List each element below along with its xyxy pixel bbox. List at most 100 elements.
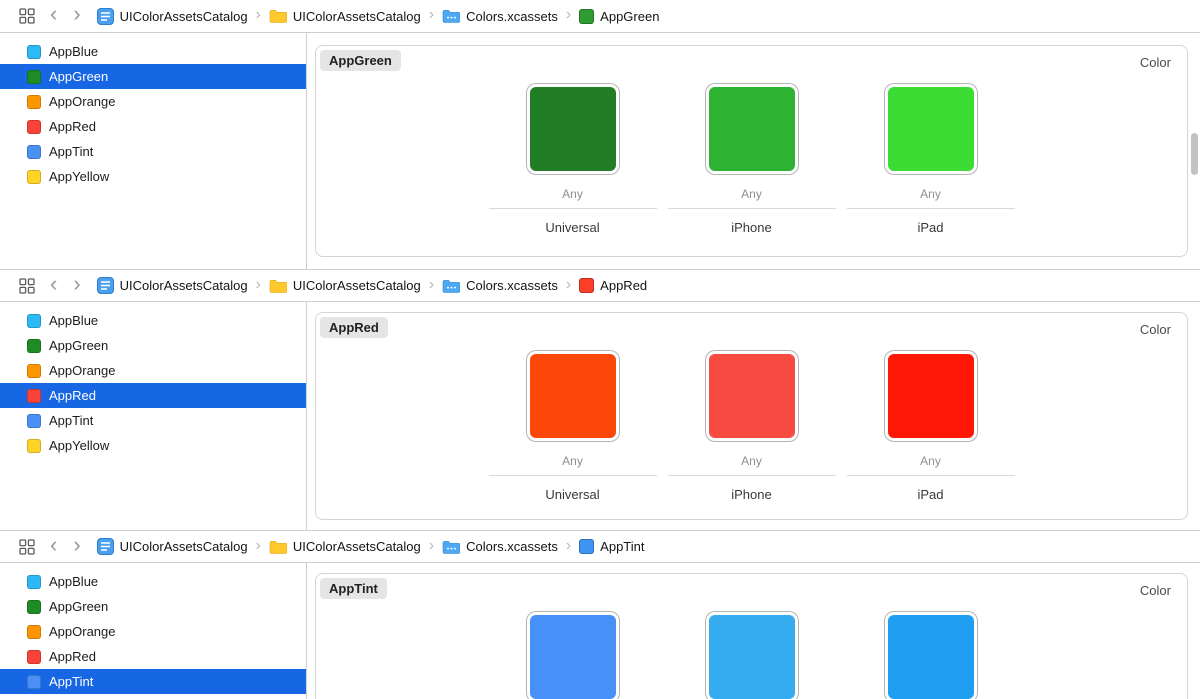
breadcrumb-label: UIColorAssetsCatalog [292, 278, 421, 293]
sidebar-item-appyellow[interactable]: AppYellow [0, 694, 306, 699]
sidebar-item-label: AppRed [49, 649, 96, 664]
breadcrumb-project[interactable]: UIColorAssetsCatalog [96, 538, 248, 555]
breadcrumb-group[interactable]: UIColorAssetsCatalog [269, 539, 421, 554]
appearance-label: Any [741, 454, 762, 468]
sidebar-item-label: AppTint [49, 413, 94, 428]
color-well[interactable] [884, 351, 977, 441]
sidebar-item-apporange[interactable]: AppOrange [0, 89, 306, 114]
sidebar-item-appred[interactable]: AppRed [0, 383, 306, 408]
breadcrumb-catalog[interactable]: Colors.xcassets [442, 539, 558, 554]
editor-split: AppBlue AppGreen AppOrange AppRed AppTin… [0, 563, 1200, 699]
breadcrumb-label: UIColorAssetsCatalog [119, 539, 248, 554]
sidebar-item-label: AppTint [49, 144, 94, 159]
sidebar-item-apptint[interactable]: AppTint [0, 669, 306, 694]
breadcrumb-asset[interactable]: AppRed [579, 278, 647, 293]
back-icon[interactable]: ‹ [50, 531, 58, 557]
swatch-cell-universal: Any Universal [488, 84, 657, 235]
device-label: iPad [917, 220, 944, 235]
divider [846, 208, 1015, 209]
color-well[interactable] [884, 84, 977, 174]
sidebar-item-appgreen[interactable]: AppGreen [0, 594, 306, 619]
device-label: iPad [917, 487, 944, 502]
breadcrumb-label: UIColorAssetsCatalog [119, 8, 248, 24]
color-swatch-icon [27, 438, 41, 453]
breadcrumb-label: UIColorAssetsCatalog [292, 539, 421, 554]
breadcrumb-label: AppRed [600, 278, 648, 293]
breadcrumb-project[interactable]: UIColorAssetsCatalog [96, 7, 248, 25]
color-swatch-icon [27, 69, 41, 84]
breadcrumb-label: UIColorAssetsCatalog [119, 278, 248, 293]
color-swatch-icon [27, 119, 41, 134]
breadcrumb-project[interactable]: UIColorAssetsCatalog [96, 277, 248, 294]
appearance-label: Any [920, 187, 941, 201]
color-swatch-icon [27, 599, 41, 614]
editor-pane-apptint: ‹ › UIColorAssetsCatalog › UIColorAssets… [0, 530, 1200, 699]
color-well[interactable] [705, 84, 798, 174]
sidebar-item-label: AppRed [49, 119, 96, 134]
forward-icon[interactable]: › [73, 270, 81, 296]
divider [667, 475, 836, 476]
related-items-icon[interactable] [19, 538, 35, 555]
swatch-cell-iphone: Any iPhone [667, 351, 836, 502]
device-label: iPhone [731, 487, 772, 502]
sidebar-item-appyellow[interactable]: AppYellow [0, 433, 306, 458]
breadcrumb-group[interactable]: UIColorAssetsCatalog [269, 278, 421, 293]
sidebar-item-apporange[interactable]: AppOrange [0, 358, 306, 383]
color-well[interactable] [705, 612, 798, 699]
sidebar-item-appblue[interactable]: AppBlue [0, 308, 306, 333]
scrollbar-thumb[interactable] [1191, 133, 1198, 175]
color-well[interactable] [526, 612, 619, 699]
divider [667, 208, 836, 209]
sidebar-item-appblue[interactable]: AppBlue [0, 569, 306, 594]
breadcrumb-asset[interactable]: AppTint [579, 539, 645, 554]
color-swatch-icon [27, 574, 41, 589]
color-well[interactable] [884, 612, 977, 699]
sidebar-item-appblue[interactable]: AppBlue [0, 39, 306, 64]
sidebar-item-appred[interactable]: AppRed [0, 114, 306, 139]
asset-list: AppBlue AppGreen AppOrange AppRed AppTin… [0, 302, 307, 530]
swatch-row: Any Universal Any iPhone Any iP [316, 46, 1187, 235]
xcassets-folder-icon [442, 279, 461, 293]
back-icon[interactable]: ‹ [50, 1, 58, 26]
appearance-label: Any [741, 187, 762, 201]
color-well[interactable] [526, 84, 619, 174]
color-asset-icon [579, 539, 595, 554]
color-well[interactable] [705, 351, 798, 441]
breadcrumb-group[interactable]: UIColorAssetsCatalog [269, 9, 421, 24]
swatch-cell-ipad: Any iPad [846, 84, 1015, 235]
color-set-title: AppGreen [320, 50, 401, 71]
sidebar-item-appyellow[interactable]: AppYellow [0, 164, 306, 189]
related-items-icon[interactable] [19, 277, 35, 294]
sidebar-item-appgreen[interactable]: AppGreen [0, 64, 306, 89]
breadcrumb-asset[interactable]: AppGreen [579, 8, 659, 24]
sidebar-item-appred[interactable]: AppRed [0, 644, 306, 669]
color-swatch-icon [27, 674, 41, 689]
swatch-row [316, 574, 1187, 699]
folder-icon [269, 9, 287, 23]
color-well[interactable] [526, 351, 619, 441]
sidebar-item-label: AppYellow [49, 438, 110, 453]
back-icon[interactable]: ‹ [50, 270, 58, 296]
folder-icon [269, 279, 287, 293]
xcassets-folder-icon [442, 540, 461, 554]
sidebar-item-label: AppOrange [49, 624, 116, 639]
divider [488, 208, 657, 209]
sidebar-item-label: AppBlue [49, 44, 99, 59]
sidebar-item-apporange[interactable]: AppOrange [0, 619, 306, 644]
sidebar-item-appgreen[interactable]: AppGreen [0, 333, 306, 358]
forward-icon[interactable]: › [73, 1, 81, 26]
sidebar-item-apptint[interactable]: AppTint [0, 408, 306, 433]
sidebar-item-label: AppTint [49, 674, 94, 689]
forward-icon[interactable]: › [73, 531, 81, 557]
breadcrumb-label: Colors.xcassets [466, 278, 558, 293]
breadcrumb-catalog[interactable]: Colors.xcassets [442, 9, 558, 24]
asset-type-label: Color [1139, 583, 1171, 598]
color-swatch-icon [27, 624, 41, 639]
color-editor: AppRed Color Any Universal Any iPhone [307, 302, 1200, 530]
breadcrumb-label: UIColorAssetsCatalog [292, 8, 421, 24]
project-icon [96, 277, 114, 294]
related-items-icon[interactable] [19, 8, 35, 24]
sidebar-item-apptint[interactable]: AppTint [0, 139, 306, 164]
swatch-cell-ipad: Any iPad [846, 351, 1015, 502]
breadcrumb-catalog[interactable]: Colors.xcassets [442, 278, 558, 293]
